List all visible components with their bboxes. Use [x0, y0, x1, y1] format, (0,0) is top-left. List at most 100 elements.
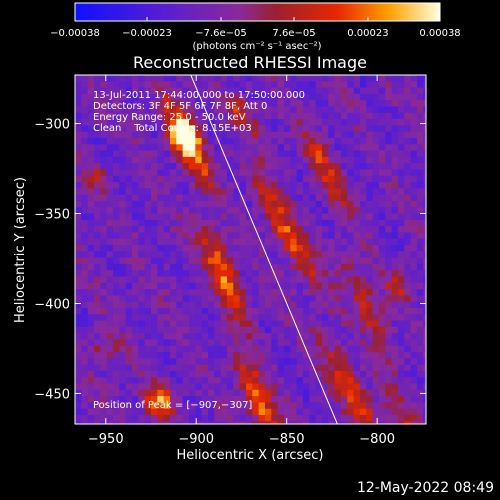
- heatmap-cell: [321, 112, 329, 120]
- heatmap-cell: [264, 333, 272, 341]
- heatmap-cell: [245, 408, 253, 416]
- heatmap-cell: [94, 75, 101, 82]
- heatmap-cell: [410, 301, 418, 309]
- heatmap-cell: [112, 295, 120, 303]
- heatmap-cell: [340, 106, 348, 114]
- heatmap-cell: [226, 169, 234, 177]
- heatmap-cell: [119, 238, 127, 246]
- heatmap-cell: [150, 389, 158, 397]
- heatmap-cell: [157, 263, 165, 271]
- heatmap-cell: [290, 232, 298, 240]
- heatmap-cell: [87, 251, 95, 259]
- heatmap-cell: [321, 169, 329, 177]
- heatmap-cell: [182, 402, 190, 410]
- heatmap-cell: [385, 352, 393, 359]
- heatmap-cell: [226, 150, 234, 158]
- heatmap-cell: [182, 364, 190, 372]
- heatmap-cell: [378, 301, 386, 309]
- heatmap-cell: [81, 333, 89, 341]
- heatmap-cell: [302, 295, 310, 303]
- heatmap-cell: [144, 131, 152, 139]
- heatmap-cell: [391, 257, 399, 265]
- heatmap-cell: [264, 207, 272, 215]
- heatmap-cell: [106, 276, 114, 284]
- heatmap-cell: [195, 112, 203, 120]
- heatmap-cell: [283, 137, 291, 145]
- heatmap-cell: [226, 226, 234, 234]
- heatmap-cell: [75, 307, 82, 315]
- heatmap-cell: [264, 182, 272, 189]
- heatmap-cell: [416, 339, 424, 347]
- heatmap-cell: [296, 137, 304, 145]
- heatmap-cell: [315, 207, 323, 215]
- heatmap-cell: [309, 219, 317, 227]
- heatmap-cell: [75, 131, 82, 139]
- heatmap-cell: [302, 377, 310, 385]
- heatmap-cell: [245, 137, 253, 145]
- heatmap-cell: [378, 307, 386, 315]
- heatmap-cell: [131, 289, 139, 296]
- heatmap-cell: [94, 320, 101, 328]
- heatmap-cell: [245, 314, 253, 322]
- heatmap-cell: [226, 188, 234, 196]
- heatmap-cell: [138, 163, 146, 171]
- heatmap-cell: [397, 339, 405, 347]
- heatmap-cell: [271, 370, 279, 378]
- heatmap-cell: [397, 81, 405, 89]
- heatmap-cell: [328, 207, 336, 215]
- heatmap-cell: [252, 301, 260, 309]
- heatmap-cell: [157, 389, 165, 397]
- heatmap-cell: [290, 238, 298, 246]
- heatmap-cell: [258, 314, 266, 322]
- heatmap-cell: [366, 119, 374, 126]
- heatmap-cell: [169, 125, 177, 133]
- heatmap-cell: [138, 301, 146, 309]
- heatmap-cell: [163, 81, 171, 89]
- heatmap-cell: [378, 182, 386, 189]
- heatmap-cell: [385, 150, 393, 158]
- heatmap-cell: [258, 352, 266, 359]
- heatmap-cell: [214, 289, 222, 296]
- heatmap-cell: [201, 364, 209, 372]
- heatmap-cell: [176, 144, 184, 152]
- heatmap-cell: [404, 194, 412, 202]
- heatmap-cell: [334, 257, 342, 265]
- heatmap-cell: [112, 370, 120, 378]
- heatmap-cell: [372, 364, 380, 372]
- heatmap-cell: [404, 150, 412, 158]
- heatmap-cell: [106, 257, 114, 265]
- heatmap-cell: [309, 339, 317, 347]
- heatmap-cell: [125, 364, 133, 372]
- heatmap-cell: [214, 263, 222, 271]
- heatmap-cell: [195, 194, 203, 202]
- heatmap-cell: [397, 156, 405, 164]
- heatmap-cell: [378, 150, 386, 158]
- heatmap-cell: [163, 276, 171, 284]
- heatmap-cell: [75, 112, 82, 120]
- heatmap-cell: [150, 282, 158, 290]
- heatmap-cell: [283, 213, 291, 221]
- heatmap-cell: [144, 270, 152, 278]
- heatmap-cell: [125, 245, 133, 252]
- heatmap-cell: [214, 396, 222, 404]
- heatmap-cell: [144, 245, 152, 252]
- heatmap-cell: [321, 81, 329, 89]
- heatmap-cell: [182, 200, 190, 208]
- heatmap-cell: [131, 333, 139, 341]
- heatmap-cell: [309, 200, 317, 208]
- heatmap-cell: [100, 125, 108, 133]
- heatmap-cell: [131, 106, 139, 114]
- heatmap-cell: [75, 263, 82, 271]
- heatmap-cell: [328, 314, 336, 322]
- heatmap-cell: [157, 75, 165, 82]
- heatmap-cell: [245, 320, 253, 328]
- heatmap-cell: [328, 320, 336, 328]
- heatmap-cell: [340, 112, 348, 120]
- heatmap-cell: [176, 364, 184, 372]
- heatmap-cell: [334, 137, 342, 145]
- heatmap-cell: [264, 93, 272, 101]
- heatmap-cell: [277, 345, 285, 353]
- heatmap-cell: [416, 295, 424, 303]
- heatmap-cell: [100, 213, 108, 221]
- heatmap-cell: [328, 415, 336, 422]
